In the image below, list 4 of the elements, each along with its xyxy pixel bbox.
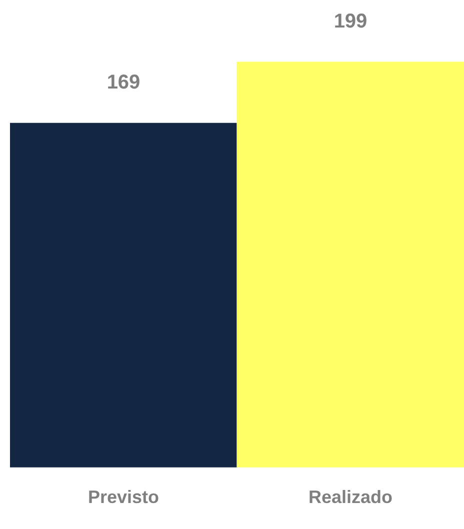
x-tick-label: Realizado (308, 487, 393, 508)
data-label: 169 (106, 72, 140, 94)
x-tick-label: Previsto (88, 487, 160, 508)
data-label: 199 (334, 10, 368, 33)
